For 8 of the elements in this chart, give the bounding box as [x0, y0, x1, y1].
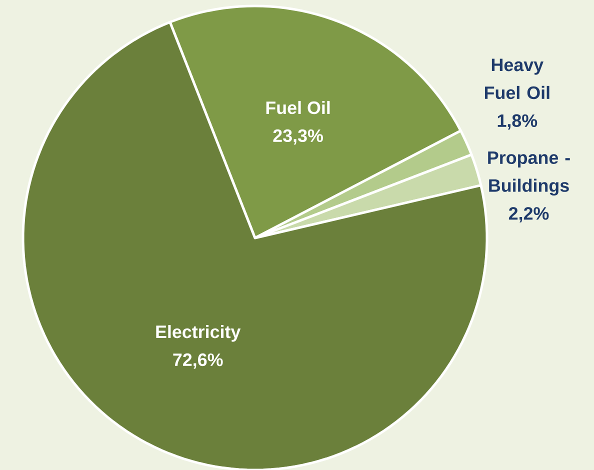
slice-label: Electricity: [156, 325, 241, 342]
data-label: 2,2%: [508, 207, 549, 222]
slice-label: Heavy Fuel Oil: [484, 58, 550, 100]
data-label: 1,8%: [498, 114, 538, 130]
slice-label: Propane - Buildings: [488, 151, 570, 196]
data-label: 23,3%: [273, 129, 323, 145]
data-label: 72,6%: [173, 353, 223, 369]
slice-label: Fuel Oil: [266, 100, 330, 114]
